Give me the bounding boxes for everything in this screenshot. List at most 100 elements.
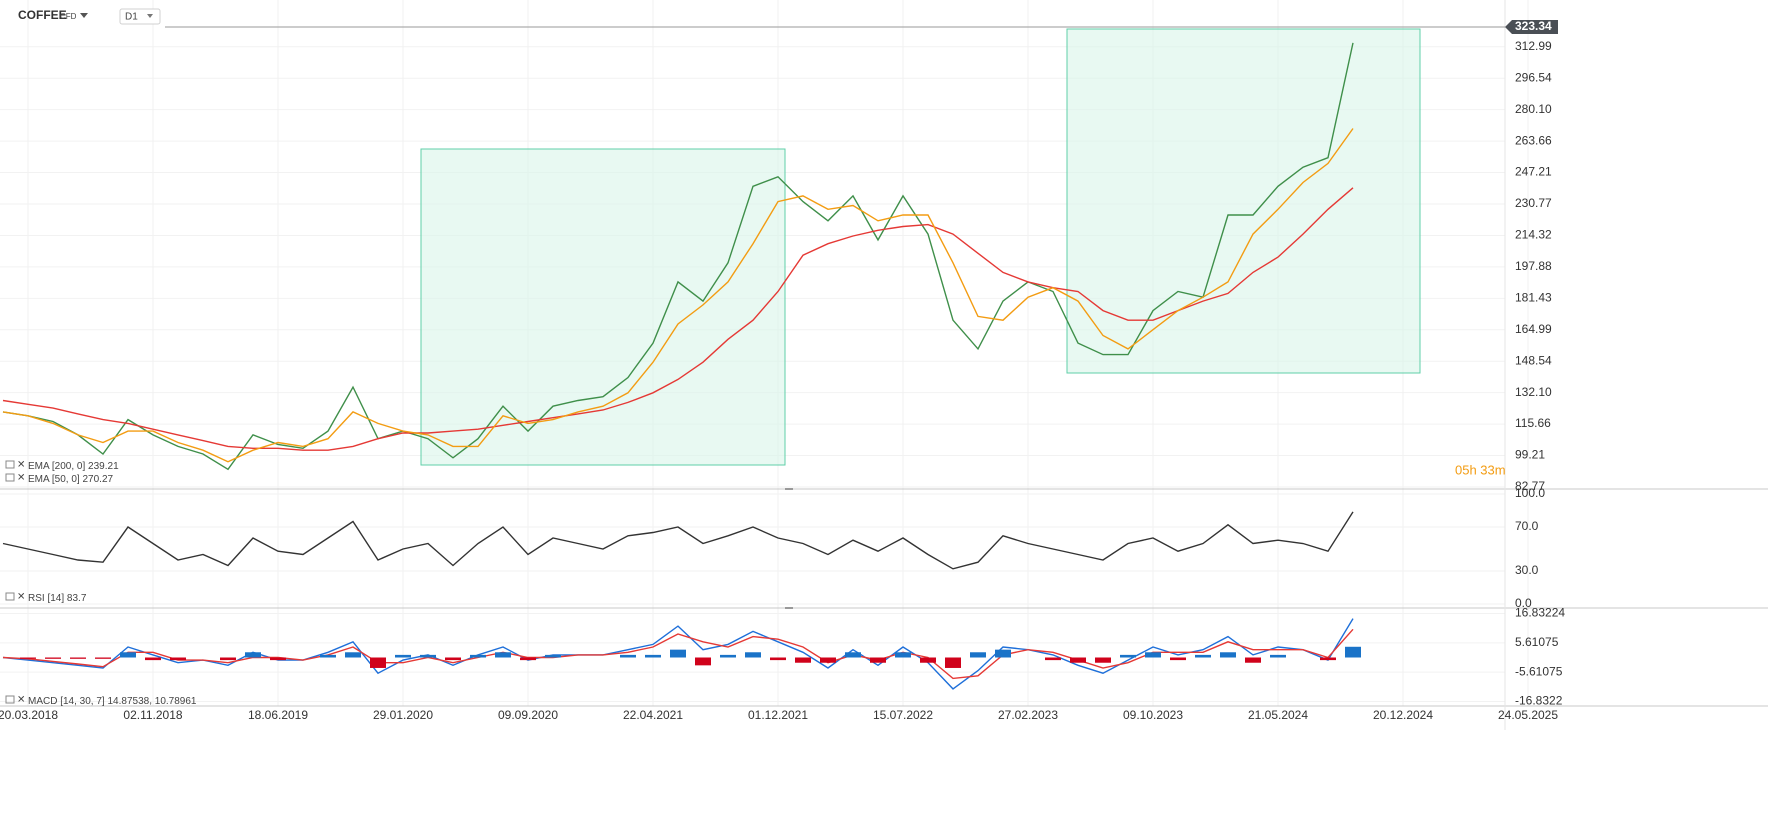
histogram-bar	[1170, 657, 1186, 661]
legend-name: MACD [14, 30, 7]	[28, 696, 105, 707]
highlight-box	[420, 148, 786, 466]
legend-value: 270.27	[82, 474, 113, 485]
y-tick-label: 30.0	[1515, 563, 1539, 577]
x-tick-label: 20.12.2024	[1373, 708, 1433, 722]
series-line	[2, 42, 1354, 471]
y-tick-label: 115.66	[1515, 416, 1551, 430]
resize-handle[interactable]	[785, 607, 793, 609]
timeframe-dropdown[interactable]	[147, 14, 153, 18]
legend-name: RSI [14]	[28, 593, 64, 604]
histogram-bar	[545, 654, 561, 658]
legend-name: EMA [50, 0]	[28, 474, 80, 485]
x-tick-label: 09.10.2023	[1123, 708, 1183, 722]
histogram-bar	[695, 657, 711, 666]
histogram-bar	[895, 652, 911, 658]
legend-text: EMA [200, 0] 239.21	[28, 461, 119, 472]
y-tick-label: 0.0	[1515, 596, 1532, 610]
y-tick-label: 181.43	[1515, 290, 1552, 304]
legend-ema50: ✕ EMA [50, 0] 270.27	[5, 473, 114, 485]
marks-layer	[2, 42, 1361, 690]
legend-value: 10.78961	[155, 696, 197, 707]
x-tick-label: 27.02.2023	[998, 708, 1058, 722]
y-tick-label: 214.32	[1515, 228, 1552, 242]
symbol[interactable]: COFFEE	[18, 8, 67, 22]
y-tick-label: 230.77	[1515, 196, 1552, 210]
y-tick-label: 164.99	[1515, 322, 1552, 336]
legend-ema200: ✕ EMA [200, 0] 239.21	[5, 460, 119, 472]
timeframe[interactable]: D1	[125, 12, 138, 23]
legend-close[interactable]: ✕	[17, 473, 25, 484]
y-tick-label: 312.99	[1515, 39, 1552, 53]
histogram-bar	[845, 652, 861, 658]
x-tick-label: 01.12.2021	[748, 708, 808, 722]
histogram-bar	[970, 652, 986, 658]
y-tick-label: -5.61075	[1515, 664, 1563, 678]
histogram-bar	[620, 654, 636, 658]
y-tick-label: 148.54	[1515, 353, 1552, 367]
histogram-bar	[445, 657, 461, 661]
legend-rsi: ✕ RSI [14] 83.7	[5, 592, 87, 604]
legend-icon[interactable]	[5, 473, 15, 482]
histogram-bar	[795, 657, 811, 663]
histogram-bar	[345, 652, 361, 658]
histogram-bar	[745, 652, 761, 658]
x-tick-label: 20.03.2018	[0, 708, 58, 722]
y-tick-label: 132.10	[1515, 385, 1552, 399]
x-tick-label: 15.07.2022	[873, 708, 933, 722]
y-tick-label: 263.66	[1515, 133, 1552, 147]
y-tick-label: 16.83224	[1515, 606, 1565, 620]
histogram-bar	[470, 654, 486, 658]
series-line	[2, 187, 1354, 451]
histogram-bar	[145, 657, 161, 661]
histogram-bar	[1095, 657, 1111, 663]
y-tick-label: 99.21	[1515, 448, 1545, 462]
histogram-bar	[1120, 654, 1136, 658]
series-line	[2, 511, 1354, 570]
histogram-bar	[95, 657, 111, 659]
histogram-bar	[1245, 657, 1261, 663]
histogram-bar	[270, 657, 286, 661]
x-tick-label: 21.05.2024	[1248, 708, 1308, 722]
legend-icon[interactable]	[5, 592, 15, 601]
histogram-bar	[920, 657, 936, 663]
histogram-bar	[370, 657, 386, 668]
symbol-dropdown[interactable]	[80, 13, 88, 18]
timeframe-box[interactable]	[119, 8, 161, 25]
histogram-bar	[120, 652, 136, 658]
histogram-bar	[995, 649, 1011, 658]
legend-close[interactable]: ✕	[17, 592, 25, 603]
histogram-bar	[1345, 646, 1361, 658]
x-tick-label: 02.11.2018	[123, 708, 182, 722]
last-price-label: 323.34	[1515, 19, 1552, 33]
series-line	[2, 618, 1354, 690]
histogram-bar	[20, 657, 36, 659]
histogram-bar	[1195, 654, 1211, 658]
legend-close[interactable]: ✕	[17, 460, 25, 471]
legend-value: 14.87538	[107, 696, 149, 707]
histogram-bar	[45, 657, 61, 659]
x-tick-label: 29.01.2020	[373, 708, 433, 722]
histogram-bar	[720, 654, 736, 658]
legend-value: 83.7	[67, 593, 87, 604]
histogram-bar	[1270, 654, 1286, 658]
legend-icon[interactable]	[5, 695, 15, 704]
histogram-bar	[70, 657, 86, 659]
x-tick-label: 24.05.2025	[1498, 708, 1558, 722]
legend-icon[interactable]	[5, 460, 15, 469]
y-tick-label: 247.21	[1515, 165, 1552, 179]
last-price-tag	[1505, 19, 1558, 34]
histogram-bar	[770, 657, 786, 661]
legend-close[interactable]: ✕	[17, 695, 25, 706]
y-tick-label: 70.0	[1515, 519, 1539, 533]
resize-handle[interactable]	[785, 488, 793, 490]
histogram-bar	[870, 657, 886, 663]
x-tick-label: 22.04.2021	[623, 708, 683, 722]
y-tick-label: 100.0	[1515, 486, 1545, 500]
histogram-bar	[1070, 657, 1086, 663]
legend-name: EMA [200, 0]	[28, 461, 85, 472]
instrument-type: CFD	[60, 12, 77, 21]
histogram-bar	[1320, 657, 1336, 661]
histogram-bar	[1220, 652, 1236, 658]
